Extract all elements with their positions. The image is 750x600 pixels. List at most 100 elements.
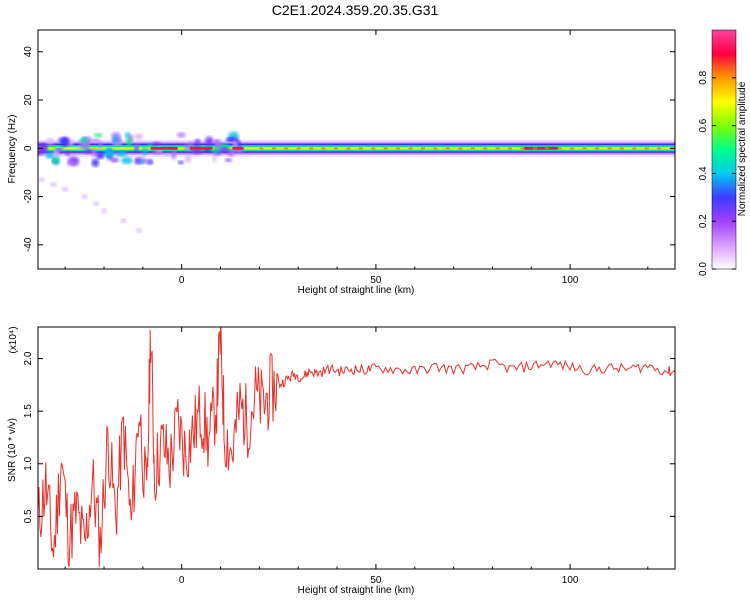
spectrum-dash bbox=[545, 147, 550, 150]
spectrogram-x-label: Height of straight line (km) bbox=[298, 285, 415, 296]
spectrum-dash bbox=[433, 147, 438, 150]
x-tick-label: 100 bbox=[562, 575, 579, 586]
trail-point bbox=[135, 228, 142, 233]
spectrum-blob bbox=[65, 150, 71, 156]
spectrum-dash bbox=[296, 147, 301, 150]
spectrum-blob bbox=[110, 157, 119, 163]
spectrum-blob bbox=[90, 138, 101, 142]
spectrum-blob bbox=[78, 137, 89, 143]
spectrum-blob bbox=[91, 148, 98, 157]
spectrum-blob bbox=[163, 153, 171, 157]
spectrum-dash bbox=[458, 147, 463, 150]
spectrum-dash bbox=[495, 147, 500, 150]
x-tick-label: 100 bbox=[562, 275, 579, 286]
spectrum-blob bbox=[121, 157, 133, 165]
spectrum-blob bbox=[60, 136, 70, 147]
spectrum-blob bbox=[171, 149, 177, 160]
spectrum-blob bbox=[45, 151, 54, 159]
y-tick-label: 0 bbox=[23, 145, 34, 151]
spectrum-blob bbox=[152, 150, 162, 155]
trail-point bbox=[50, 182, 57, 187]
spectrum-blob bbox=[152, 141, 161, 146]
spectrum-dash bbox=[284, 147, 289, 150]
trail-point bbox=[93, 201, 100, 207]
colorbar-tick-label: 0.0 bbox=[698, 262, 709, 276]
y-tick-label: 20 bbox=[23, 94, 34, 106]
snr-y-multiplier: (x10⁴) bbox=[8, 326, 19, 353]
snr-x-label: Height of straight line (km) bbox=[298, 585, 415, 596]
trail-point bbox=[62, 187, 69, 192]
spectrum-blob bbox=[85, 136, 92, 144]
spectrum-dash bbox=[594, 147, 599, 150]
spectrum-blob bbox=[52, 150, 60, 158]
spectrum-dash bbox=[619, 147, 624, 150]
spectrum-blob bbox=[128, 134, 134, 141]
spectrogram-frame bbox=[37, 29, 676, 270]
trail-point bbox=[120, 218, 127, 223]
spectrum-dash bbox=[570, 147, 575, 150]
spectrum-dash bbox=[271, 147, 276, 150]
spectrum-dash bbox=[644, 147, 649, 150]
spectrum-peak bbox=[232, 146, 244, 150]
spectrum-dash bbox=[445, 147, 450, 150]
y-tick-label: 1.5 bbox=[23, 404, 34, 418]
y-tick-label: 0.5 bbox=[23, 509, 34, 523]
spectrum-dash bbox=[557, 147, 562, 150]
spectrum-blob bbox=[112, 135, 119, 145]
spectrum-dash bbox=[483, 147, 488, 150]
spectrum-dash bbox=[420, 147, 425, 150]
x-tick-label: 0 bbox=[179, 575, 185, 586]
spectrum-dash bbox=[371, 147, 376, 150]
colorbar-tick-label: 0.6 bbox=[698, 118, 709, 132]
spectrum-blob bbox=[227, 150, 235, 157]
spectrum-dash bbox=[532, 147, 537, 150]
spectrum-blob bbox=[93, 133, 103, 138]
spectrum-blob bbox=[176, 132, 186, 138]
spectrum-blob bbox=[84, 148, 93, 154]
spectrogram-panel: 0 50 100 40 20 0 -20 -40 Height of straight lin… bbox=[7, 29, 676, 296]
spectrum-band bbox=[38, 146, 675, 150]
spectrum-blob bbox=[194, 138, 201, 146]
spectrum-blob bbox=[205, 136, 214, 146]
spectrum-dash bbox=[396, 147, 401, 150]
spectrum-blob bbox=[98, 141, 103, 149]
spectrum-blob bbox=[53, 147, 64, 152]
spectrum-blob bbox=[184, 154, 192, 164]
spectrum-blob bbox=[134, 145, 139, 154]
trail-point bbox=[101, 208, 108, 214]
spectrum-blob bbox=[227, 137, 239, 142]
spectrum-blob bbox=[46, 137, 55, 145]
spectrum-blob bbox=[96, 152, 105, 160]
spectrogram-y-label: Frequency (Hz) bbox=[7, 115, 18, 184]
x-tick-label: 50 bbox=[370, 575, 382, 586]
spectrum-dash bbox=[507, 147, 512, 150]
spectrum-blob bbox=[143, 159, 151, 164]
colorbar-gradient bbox=[711, 29, 737, 270]
spectrum-blob bbox=[142, 145, 148, 156]
spectrum-dash bbox=[333, 147, 338, 150]
spectrum-peak bbox=[150, 146, 178, 150]
spectrum-dash bbox=[657, 147, 662, 150]
spectrum-dash bbox=[408, 147, 413, 150]
y-tick-label: 40 bbox=[23, 46, 34, 58]
spectrum-dash bbox=[259, 147, 264, 150]
spectrum-dash bbox=[383, 147, 388, 150]
x-tick-label: 0 bbox=[179, 275, 185, 286]
x-tick-label: 50 bbox=[370, 275, 382, 286]
spectrum-blob bbox=[40, 144, 48, 152]
spectrum-blob bbox=[214, 150, 221, 156]
spectrum-blob bbox=[66, 160, 76, 165]
trail-point bbox=[38, 177, 45, 182]
spectrum-blob bbox=[219, 146, 231, 153]
colorbar: 0.0 0.2 0.4 0.6 0.8 Normalized spectral ampl… bbox=[698, 29, 748, 276]
spectrum-dash bbox=[346, 147, 351, 150]
y-tick-label: 1.0 bbox=[23, 456, 34, 470]
snr-frame bbox=[37, 326, 676, 570]
spectrum-dash bbox=[309, 147, 314, 150]
spectrum-blob bbox=[91, 158, 100, 167]
colorbar-tick-label: 0.2 bbox=[698, 214, 709, 228]
spectrum-blob bbox=[232, 142, 239, 148]
spectrum-blob bbox=[116, 150, 127, 157]
trail-point bbox=[81, 194, 88, 199]
